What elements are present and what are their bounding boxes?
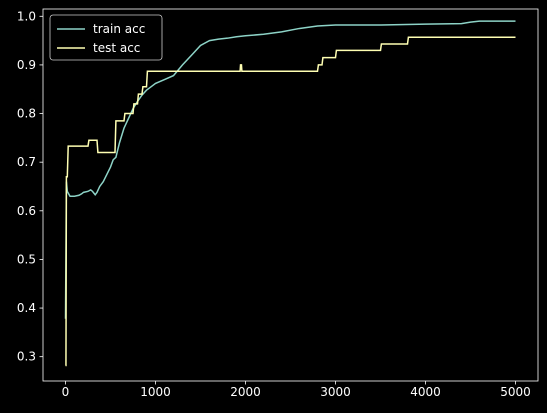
y-tick-label: 0.6 [17, 204, 36, 218]
x-tick-label: 5000 [500, 385, 531, 399]
legend-label: train acc [93, 22, 145, 36]
y-tick-label: 0.7 [17, 155, 36, 169]
series-line-test-acc [65, 36, 516, 367]
y-tick-label: 0.4 [17, 301, 36, 315]
y-tick-label: 0.8 [17, 107, 36, 121]
y-tick-label: 0.3 [17, 350, 36, 364]
axes-frame [42, 8, 539, 382]
y-tick-label: 0.5 [17, 252, 36, 266]
legend: train acc test acc [49, 14, 163, 61]
x-tick-label: 3000 [320, 385, 351, 399]
x-tick-label: 2000 [230, 385, 261, 399]
y-axis-ticks: 0.3 0.4 0.5 0.6 0.7 0.8 0.9 1.0 [17, 9, 43, 364]
x-tick-label: 4000 [410, 385, 441, 399]
legend-label: test acc [93, 41, 140, 55]
series-line-train-acc [64, 20, 516, 319]
x-axis-ticks: 0 1000 2000 3000 4000 5000 [62, 381, 531, 399]
y-tick-label: 1.0 [17, 9, 36, 23]
y-tick-label: 0.9 [17, 58, 36, 72]
x-tick-label: 0 [62, 385, 70, 399]
x-tick-label: 1000 [140, 385, 171, 399]
plot-lines [64, 20, 516, 367]
